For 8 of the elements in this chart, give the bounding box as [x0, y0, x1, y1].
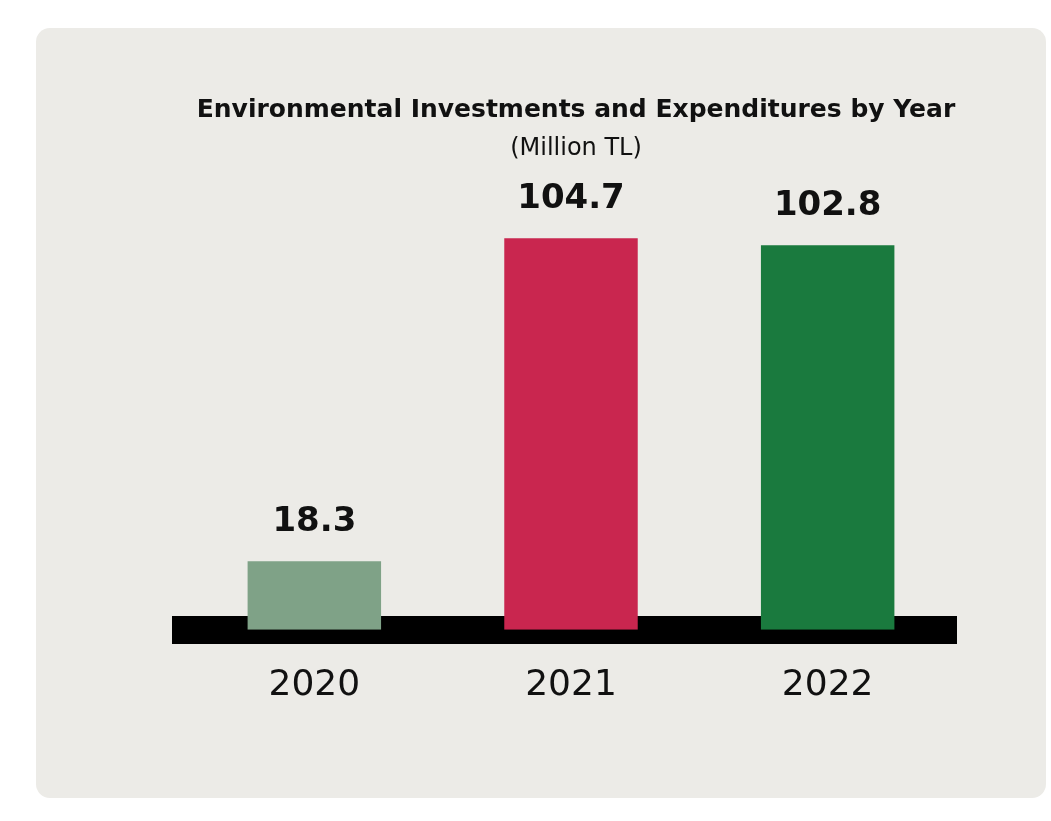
x-tick-label: 2021	[525, 661, 617, 703]
chart-subtitle: (Million TL)	[509, 133, 643, 161]
x-tick-label: 2022	[781, 661, 874, 703]
x-tick-label: 2020	[268, 661, 361, 703]
chart-title: Environmental Investments and Expenditures by Year	[195, 93, 957, 123]
data-label: 102.8	[773, 183, 882, 224]
data-label: 18.3	[272, 499, 357, 540]
data-label: 104.7	[517, 176, 625, 217]
